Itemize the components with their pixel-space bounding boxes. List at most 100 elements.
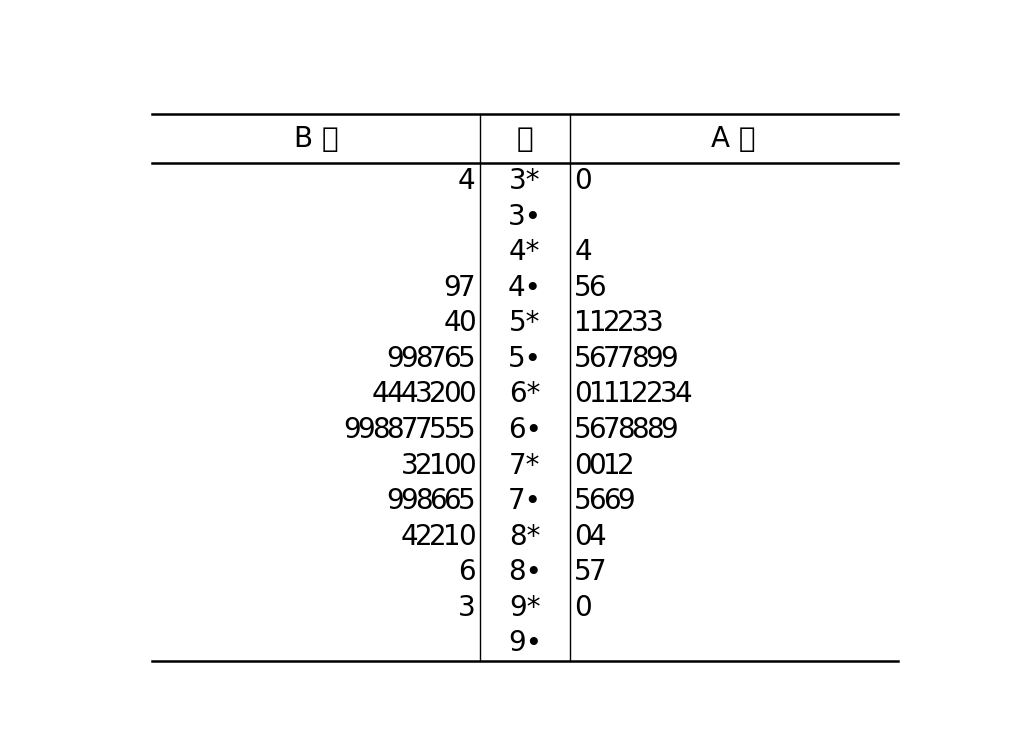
Text: 2: 2 xyxy=(415,522,432,550)
Text: 9: 9 xyxy=(400,487,418,515)
Text: 4: 4 xyxy=(674,380,692,408)
Text: A 班: A 班 xyxy=(712,125,756,153)
Text: 5•: 5• xyxy=(508,345,542,373)
Text: 9: 9 xyxy=(659,345,678,373)
Text: 1: 1 xyxy=(617,380,635,408)
Text: 1: 1 xyxy=(429,451,446,479)
Text: 5: 5 xyxy=(443,416,461,444)
Text: 8: 8 xyxy=(372,416,390,444)
Text: 5: 5 xyxy=(458,416,475,444)
Text: 3: 3 xyxy=(458,594,475,622)
Text: 6: 6 xyxy=(458,558,475,587)
Text: 0: 0 xyxy=(574,167,592,195)
Text: 9: 9 xyxy=(386,487,404,515)
Text: 3: 3 xyxy=(659,380,678,408)
Text: 4: 4 xyxy=(372,380,390,408)
Text: 8: 8 xyxy=(617,416,635,444)
Text: 0: 0 xyxy=(574,451,592,479)
Text: 0: 0 xyxy=(574,594,592,622)
Text: 3: 3 xyxy=(415,380,432,408)
Text: 8: 8 xyxy=(415,345,432,373)
Text: 3*: 3* xyxy=(509,167,541,195)
Text: 6: 6 xyxy=(589,416,606,444)
Text: 5: 5 xyxy=(429,416,446,444)
Text: 6*: 6* xyxy=(509,380,541,408)
Text: 0: 0 xyxy=(458,522,475,550)
Text: 4: 4 xyxy=(400,380,418,408)
Text: 1: 1 xyxy=(603,380,621,408)
Text: 0: 0 xyxy=(574,380,592,408)
Text: 2: 2 xyxy=(603,309,621,337)
Text: 3•: 3• xyxy=(508,203,542,231)
Text: 5: 5 xyxy=(574,274,592,302)
Text: 5: 5 xyxy=(574,487,592,515)
Text: 9: 9 xyxy=(357,416,376,444)
Text: 5: 5 xyxy=(574,558,592,587)
Text: 3: 3 xyxy=(400,451,418,479)
Text: 7•: 7• xyxy=(508,487,542,515)
Text: 2: 2 xyxy=(429,522,446,550)
Text: 5*: 5* xyxy=(509,309,541,337)
Text: 9: 9 xyxy=(343,416,361,444)
Text: 7: 7 xyxy=(415,416,432,444)
Text: 9: 9 xyxy=(386,345,404,373)
Text: 7*: 7* xyxy=(509,451,541,479)
Text: 3: 3 xyxy=(632,309,649,337)
Text: 9: 9 xyxy=(617,487,635,515)
Text: 6: 6 xyxy=(589,345,606,373)
Text: 4: 4 xyxy=(574,238,592,266)
Text: 2: 2 xyxy=(429,380,446,408)
Text: 4: 4 xyxy=(589,522,606,550)
Text: 9: 9 xyxy=(645,345,664,373)
Text: 6: 6 xyxy=(603,487,621,515)
Text: 5: 5 xyxy=(574,416,592,444)
Text: 0: 0 xyxy=(458,380,475,408)
Text: 5: 5 xyxy=(574,345,592,373)
Text: 9: 9 xyxy=(443,274,461,302)
Text: 1: 1 xyxy=(589,380,606,408)
Text: 7: 7 xyxy=(400,416,418,444)
Text: 7: 7 xyxy=(617,345,635,373)
Text: 6: 6 xyxy=(443,345,461,373)
Text: 2: 2 xyxy=(617,309,635,337)
Text: 2: 2 xyxy=(415,451,432,479)
Text: 茎: 茎 xyxy=(516,125,534,153)
Text: 9*: 9* xyxy=(509,594,541,622)
Text: 4: 4 xyxy=(443,309,461,337)
Text: 6: 6 xyxy=(589,274,606,302)
Text: 2: 2 xyxy=(617,451,635,479)
Text: 0: 0 xyxy=(574,522,592,550)
Text: 9: 9 xyxy=(659,416,678,444)
Text: B 班: B 班 xyxy=(294,125,338,153)
Text: 6: 6 xyxy=(443,487,461,515)
Text: 0: 0 xyxy=(443,380,461,408)
Text: 3: 3 xyxy=(645,309,664,337)
Text: 8: 8 xyxy=(632,345,649,373)
Text: 8*: 8* xyxy=(509,522,541,550)
Text: 7: 7 xyxy=(429,345,446,373)
Text: 9: 9 xyxy=(400,345,418,373)
Text: 7: 7 xyxy=(458,274,475,302)
Text: 0: 0 xyxy=(589,451,606,479)
Text: 1: 1 xyxy=(603,451,621,479)
Text: 4: 4 xyxy=(386,380,403,408)
Text: 0: 0 xyxy=(458,451,475,479)
Text: 8: 8 xyxy=(386,416,403,444)
Text: 6: 6 xyxy=(589,487,606,515)
Text: 8: 8 xyxy=(646,416,664,444)
Text: 6•: 6• xyxy=(508,416,542,444)
Text: 5: 5 xyxy=(458,487,475,515)
Text: 7: 7 xyxy=(589,558,606,587)
Text: 1: 1 xyxy=(589,309,606,337)
Text: 8•: 8• xyxy=(508,558,542,587)
Text: 5: 5 xyxy=(458,345,475,373)
Text: 6: 6 xyxy=(429,487,446,515)
Text: 4: 4 xyxy=(458,167,475,195)
Text: 7: 7 xyxy=(603,416,621,444)
Text: 8: 8 xyxy=(415,487,432,515)
Text: 1: 1 xyxy=(443,522,461,550)
Text: 9•: 9• xyxy=(508,630,542,658)
Text: 2: 2 xyxy=(646,380,664,408)
Text: 1: 1 xyxy=(574,309,592,337)
Text: 4: 4 xyxy=(400,522,418,550)
